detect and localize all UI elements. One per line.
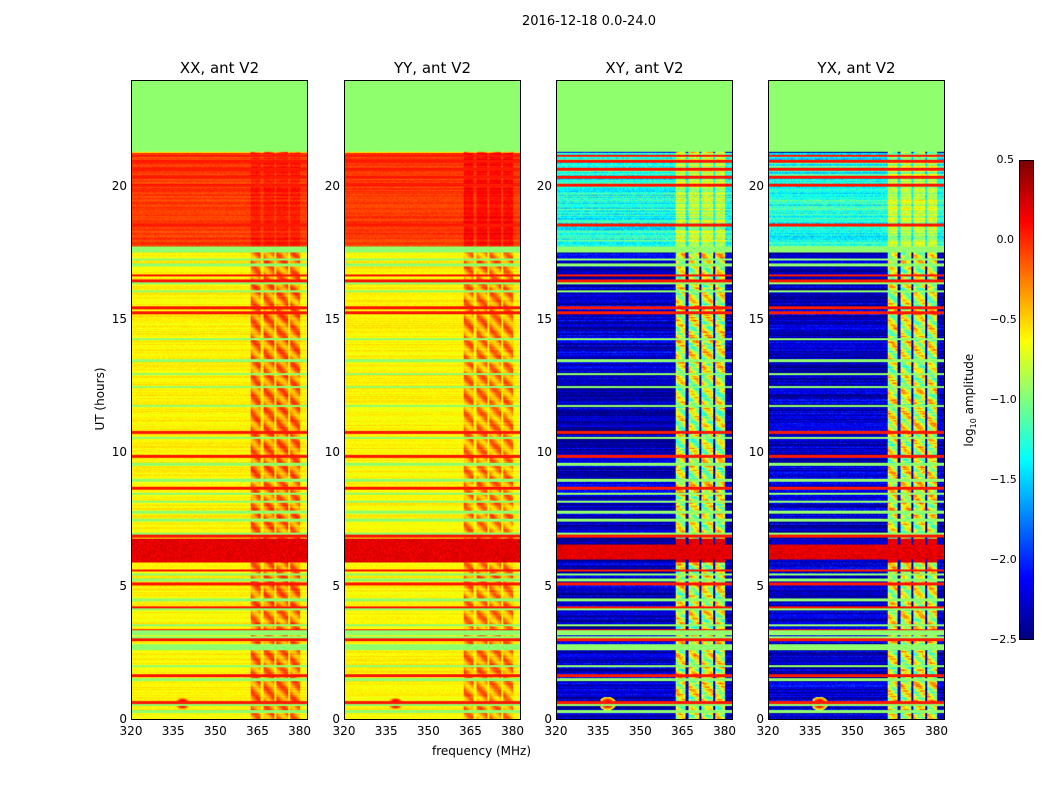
x-tick-label: 335: [798, 724, 822, 738]
x-tick-label: 350: [840, 724, 864, 738]
x-tick-label: 320: [119, 724, 143, 738]
x-tick-label: 320: [332, 724, 356, 738]
x-tick-label: 320: [756, 724, 780, 738]
y-tick-label: 5: [332, 578, 340, 593]
x-tick-label: 335: [586, 724, 610, 738]
heatmap-cells: [769, 81, 944, 719]
panel-title: XY, ant V2: [605, 59, 684, 77]
x-tick-label: 320: [544, 724, 568, 738]
y-tick-label: 10: [111, 445, 127, 460]
x-tick-label: 350: [416, 724, 440, 738]
y-tick-label: 10: [536, 445, 552, 460]
colorbar-label: log10 amplitude: [961, 353, 979, 447]
x-axis-label: frequency (MHz): [432, 744, 532, 758]
x-tick-label: 380: [713, 724, 737, 738]
colorbar-tick-label: −1.0: [990, 393, 1017, 406]
colorbar-tick-label: −0.5: [990, 313, 1017, 326]
colorbar-tick-label: 0.0: [996, 233, 1015, 246]
panel-title: XX, ant V2: [179, 59, 260, 77]
x-tick-label: 350: [628, 724, 652, 738]
x-tick-label: 365: [882, 724, 906, 738]
y-tick-label: 20: [111, 178, 127, 193]
y-tick-label: 15: [324, 312, 340, 326]
y-axis-label: UT (hours): [93, 367, 107, 431]
y-tick-label: 0: [332, 712, 340, 726]
y-tick-label: 0: [756, 712, 764, 726]
heatmap-panel-2: [556, 80, 733, 720]
x-tick-label: 380: [925, 724, 949, 738]
y-tick-label: 20: [324, 178, 340, 193]
y-tick-label: 15: [111, 312, 127, 326]
heatmap-cells: [557, 81, 732, 719]
panel-title: YX, ant V2: [817, 59, 896, 77]
y-tick-label: 0: [544, 712, 552, 726]
heatmap-panel-0: [131, 80, 308, 720]
x-tick-label: 335: [374, 724, 398, 738]
y-tick-label: 5: [756, 578, 764, 593]
x-tick-label: 365: [245, 724, 269, 738]
heatmap-panel-3: [768, 80, 945, 720]
colorbar-tick-label: −1.5: [990, 473, 1017, 486]
y-tick-label: 5: [544, 578, 552, 593]
y-tick-label: 0: [119, 712, 127, 726]
y-tick-label: 15: [748, 312, 764, 326]
y-tick-label: 10: [748, 445, 764, 460]
y-tick-label: 10: [324, 445, 340, 460]
panel-title: YY, ant V2: [393, 59, 471, 77]
figure-title: 2016-12-18 0.0-24.0: [522, 14, 656, 29]
x-tick-label: 350: [203, 724, 227, 738]
x-tick-label: 365: [670, 724, 694, 738]
x-tick-label: 335: [161, 724, 185, 738]
colorbar: [1019, 160, 1034, 640]
x-tick-label: 380: [501, 724, 525, 738]
x-tick-label: 380: [288, 724, 312, 738]
heatmap-cells: [345, 81, 520, 719]
y-tick-label: 5: [119, 578, 127, 593]
heatmap-cells: [132, 81, 307, 719]
x-tick-label: 365: [458, 724, 482, 738]
colorbar-tick-label: 0.5: [996, 153, 1015, 166]
colorbar-tick-label: −2.0: [990, 553, 1017, 566]
y-tick-label: 15: [536, 312, 552, 326]
y-tick-label: 20: [748, 178, 764, 193]
colorbar-tick-label: −2.5: [990, 633, 1017, 646]
heatmap-panel-1: [344, 80, 521, 720]
y-tick-label: 20: [536, 178, 552, 193]
